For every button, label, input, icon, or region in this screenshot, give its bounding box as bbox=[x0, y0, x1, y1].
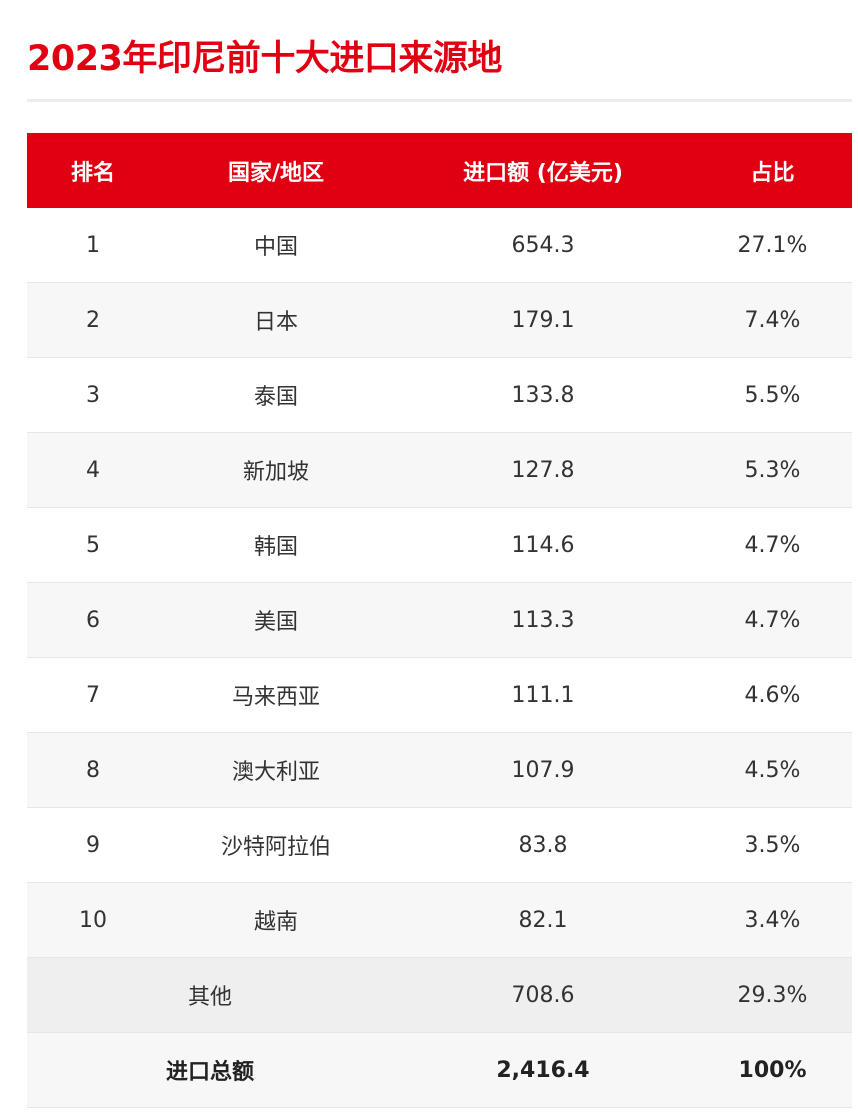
rank-cell: 7 bbox=[86, 682, 100, 708]
rank-cell: 2 bbox=[86, 307, 100, 333]
table-row: 5 韩国 114.6 4.7% bbox=[27, 508, 852, 583]
rank-cell: 5 bbox=[86, 532, 100, 558]
total-label: 进口总额 bbox=[165, 1060, 254, 1085]
total-row: 进口总额 2,416.4 100% bbox=[27, 1033, 852, 1108]
page-title: 2023年印尼前十大进口来源地 bbox=[27, 39, 502, 79]
header-rank: 排名 bbox=[70, 160, 115, 186]
value-cell: 113.3 bbox=[511, 607, 575, 633]
region-cell: 中国 bbox=[253, 235, 298, 260]
others-share: 29.3% bbox=[737, 982, 808, 1008]
region-cell: 澳大利亚 bbox=[231, 760, 320, 785]
others-row: 其他 708.6 29.3% bbox=[27, 958, 852, 1033]
header-value: 进口额 (亿美元) bbox=[463, 160, 623, 186]
table-row: 9 沙特阿拉伯 83.8 3.5% bbox=[27, 808, 852, 883]
value-cell: 114.6 bbox=[511, 532, 575, 558]
title-divider bbox=[27, 99, 852, 102]
table-row: 2 日本 179.1 7.4% bbox=[27, 283, 852, 358]
total-share: 100% bbox=[738, 1057, 807, 1083]
share-cell: 4.7% bbox=[744, 607, 801, 633]
share-cell: 4.6% bbox=[744, 682, 801, 708]
region-cell: 韩国 bbox=[253, 535, 298, 560]
total-value: 2,416.4 bbox=[496, 1057, 590, 1083]
value-cell: 179.1 bbox=[511, 307, 575, 333]
import-sources-table: 排名 国家/地区 进口额 (亿美元) 占比 1 中国 654.3 27.1% 2… bbox=[27, 133, 852, 1108]
value-cell: 107.9 bbox=[511, 757, 575, 783]
value-cell: 133.8 bbox=[511, 382, 575, 408]
table-row: 4 新加坡 127.8 5.3% bbox=[27, 433, 852, 508]
region-cell: 新加坡 bbox=[242, 460, 309, 485]
share-cell: 27.1% bbox=[737, 232, 808, 258]
rank-cell: 4 bbox=[86, 457, 100, 483]
region-cell: 美国 bbox=[253, 610, 298, 635]
table-header: 排名 国家/地区 进口额 (亿美元) 占比 bbox=[27, 133, 852, 208]
value-cell: 83.8 bbox=[518, 832, 568, 858]
share-cell: 3.4% bbox=[744, 907, 801, 933]
region-cell: 泰国 bbox=[253, 385, 298, 410]
table-row: 6 美国 113.3 4.7% bbox=[27, 583, 852, 658]
share-cell: 5.5% bbox=[744, 382, 801, 408]
table-row: 8 澳大利亚 107.9 4.5% bbox=[27, 733, 852, 808]
rank-cell: 1 bbox=[86, 232, 100, 258]
rank-cell: 10 bbox=[79, 907, 107, 933]
header-share: 占比 bbox=[750, 160, 795, 186]
region-cell: 沙特阿拉伯 bbox=[220, 835, 331, 860]
table-row: 10 越南 82.1 3.4% bbox=[27, 883, 852, 958]
rank-cell: 3 bbox=[86, 382, 100, 408]
value-cell: 127.8 bbox=[511, 457, 575, 483]
region-cell: 越南 bbox=[253, 910, 298, 935]
others-label: 其他 bbox=[187, 985, 232, 1010]
others-value: 708.6 bbox=[511, 982, 575, 1008]
value-cell: 82.1 bbox=[518, 907, 568, 933]
value-cell: 654.3 bbox=[511, 232, 575, 258]
share-cell: 4.5% bbox=[744, 757, 801, 783]
table-row: 1 中国 654.3 27.1% bbox=[27, 208, 852, 283]
table-row: 3 泰国 133.8 5.5% bbox=[27, 358, 852, 433]
rank-cell: 9 bbox=[86, 832, 100, 858]
share-cell: 7.4% bbox=[744, 307, 801, 333]
region-cell: 马来西亚 bbox=[231, 685, 320, 710]
region-cell: 日本 bbox=[253, 310, 298, 335]
rank-cell: 6 bbox=[86, 607, 100, 633]
header-region: 国家/地区 bbox=[227, 160, 325, 186]
share-cell: 5.3% bbox=[744, 457, 801, 483]
rank-cell: 8 bbox=[86, 757, 100, 783]
value-cell: 111.1 bbox=[511, 682, 575, 708]
share-cell: 4.7% bbox=[744, 532, 801, 558]
table-row: 7 马来西亚 111.1 4.6% bbox=[27, 658, 852, 733]
share-cell: 3.5% bbox=[744, 832, 801, 858]
